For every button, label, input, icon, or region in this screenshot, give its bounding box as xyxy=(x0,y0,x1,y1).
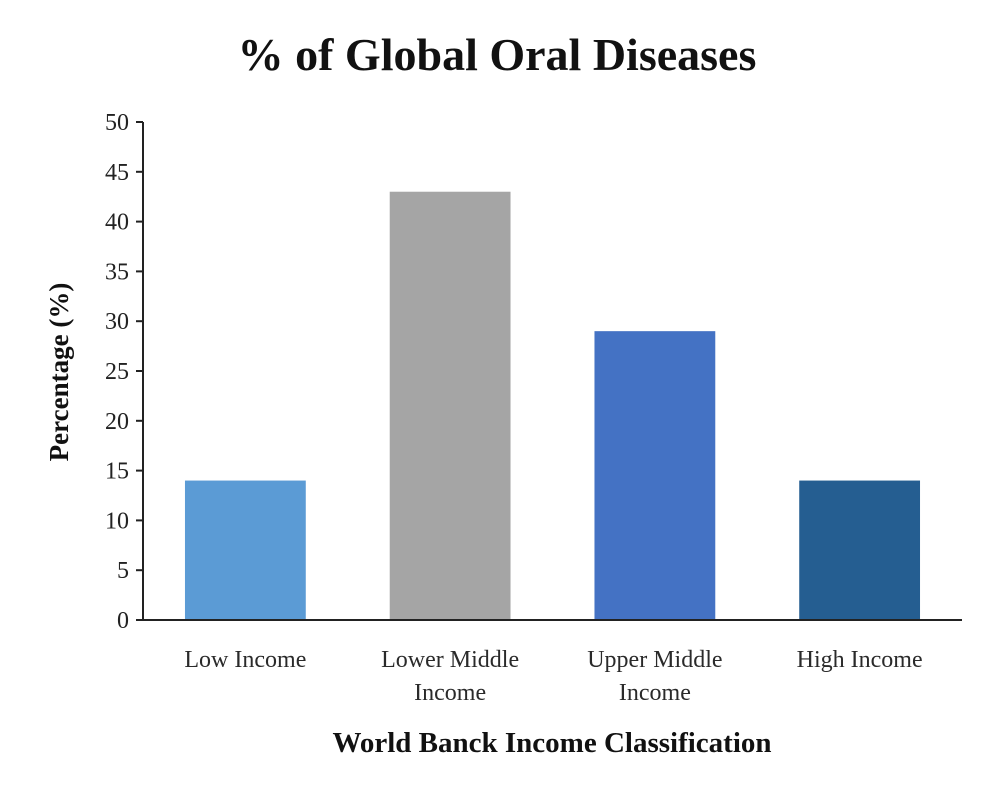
y-tick-label: 30 xyxy=(105,309,129,335)
x-category-label: Lower Middle Income xyxy=(381,647,519,706)
bar xyxy=(184,480,306,620)
category-labels: Low Income Lower Middle Income Upper Middle… xyxy=(184,647,922,706)
chart-title: % of Global Oral Diseases xyxy=(238,29,757,80)
y-axis-ticks: 0 5 10 15 20 25 30 35 40 45 50 xyxy=(105,110,143,634)
bar xyxy=(389,191,511,620)
y-tick-label: 10 xyxy=(105,508,129,534)
y-tick-label: 15 xyxy=(105,459,129,485)
y-tick-label: 25 xyxy=(105,359,129,385)
y-tick-label: 35 xyxy=(105,259,129,285)
y-tick-label: 0 xyxy=(117,608,129,634)
x-category-label: Upper Middle Income xyxy=(587,647,722,706)
bars xyxy=(184,191,921,620)
y-tick-label: 45 xyxy=(105,160,129,186)
y-tick-label: 50 xyxy=(105,110,129,136)
y-tick-label: 40 xyxy=(105,210,129,236)
bar xyxy=(594,331,716,620)
x-axis-label: World Banck Income Classification xyxy=(332,727,771,759)
y-axis-label: Percentage (%) xyxy=(44,283,74,462)
y-tick-label: 5 xyxy=(117,558,129,584)
bar xyxy=(799,480,921,620)
x-category-label: High Income xyxy=(797,647,923,673)
x-category-label: Low Income xyxy=(184,647,306,673)
y-tick-label: 20 xyxy=(105,409,129,435)
